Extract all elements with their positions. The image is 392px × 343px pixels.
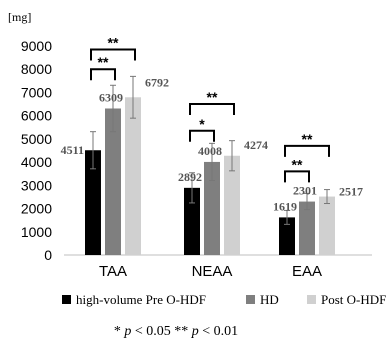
- legend-swatch: [307, 295, 316, 304]
- legend-label: HD: [260, 292, 279, 307]
- significance-brackets: ***********: [90, 34, 330, 183]
- y-axis-ticks: 0 1000 2000 3000 4000 5000 6000 7000 8000 9000: [21, 38, 52, 263]
- data-label: 4008: [198, 144, 222, 158]
- footnote-p1: p: [123, 324, 131, 339]
- significance-marker: **: [302, 131, 313, 147]
- bar-neaa-series-2: [224, 155, 240, 255]
- bars: [85, 97, 335, 256]
- significance-footnote: * p < 0.05 ** p < 0.01: [114, 324, 238, 339]
- significance-marker: **: [108, 34, 119, 50]
- data-label: 6792: [145, 76, 169, 90]
- error-bars: [90, 75, 330, 225]
- data-labels: 4511 2892 1619 6309 4008 2301 6792 4274 2517: [61, 76, 363, 214]
- y-unit-label: [mg]: [8, 10, 31, 24]
- legend: high-volume Pre O-HDF HD Post O-HDF: [62, 292, 386, 307]
- significance-bracket: [284, 170, 310, 183]
- bar-taa-series-1: [105, 108, 121, 255]
- legend-swatch: [62, 295, 71, 304]
- category-label: TAA: [99, 263, 127, 280]
- significance-marker: *: [199, 116, 205, 132]
- significance-bracket: [189, 103, 235, 116]
- data-label: 2517: [339, 185, 363, 199]
- bar-eaa-series-1: [299, 201, 315, 255]
- y-tick-label: 8000: [21, 61, 52, 77]
- bar-taa-series-0: [85, 150, 101, 255]
- category-label: EAA: [292, 263, 322, 280]
- y-tick-label: 3000: [21, 177, 52, 193]
- footnote-cond2: < 0.01: [199, 324, 238, 339]
- data-label: 4274: [244, 138, 268, 152]
- legend-label: Post O-HDF: [321, 292, 386, 307]
- data-label: 2892: [178, 170, 202, 184]
- bar-neaa-series-1: [204, 161, 220, 255]
- footnote-cond1: < 0.05 **: [131, 324, 191, 339]
- significance-marker: **: [292, 156, 303, 172]
- bar-eaa-series-0: [279, 217, 295, 255]
- data-label: 2301: [293, 184, 317, 198]
- footnote-star: *: [114, 324, 121, 339]
- y-tick-label: 1000: [21, 224, 52, 240]
- significance-marker: **: [207, 89, 218, 105]
- y-tick-label: 5000: [21, 131, 52, 147]
- significance-bracket: [90, 48, 136, 61]
- significance-bracket: [284, 144, 330, 157]
- y-tick-label: 9000: [21, 38, 52, 54]
- y-tick-label: 4000: [21, 154, 52, 170]
- data-label: 1619: [273, 199, 297, 213]
- significance-bracket: [90, 68, 116, 81]
- data-label: 4511: [61, 143, 84, 157]
- category-labels: TAA NEAA EAA: [99, 263, 322, 280]
- legend-swatch: [246, 295, 255, 304]
- bar-eaa-series-2: [319, 196, 335, 255]
- bar-neaa-series-0: [184, 187, 200, 255]
- category-label: NEAA: [192, 263, 233, 280]
- y-tick-label: 7000: [21, 84, 52, 100]
- bar-taa-series-2: [125, 97, 141, 256]
- y-tick-label: 6000: [21, 108, 52, 124]
- footnote-p2: p: [191, 324, 199, 339]
- significance-marker: **: [98, 54, 109, 70]
- y-tick-label: 2000: [21, 201, 52, 217]
- data-label: 6309: [99, 90, 123, 104]
- legend-label: high-volume Pre O-HDF: [76, 292, 206, 307]
- y-tick-label: 0: [44, 247, 52, 263]
- significance-bracket: [189, 129, 215, 142]
